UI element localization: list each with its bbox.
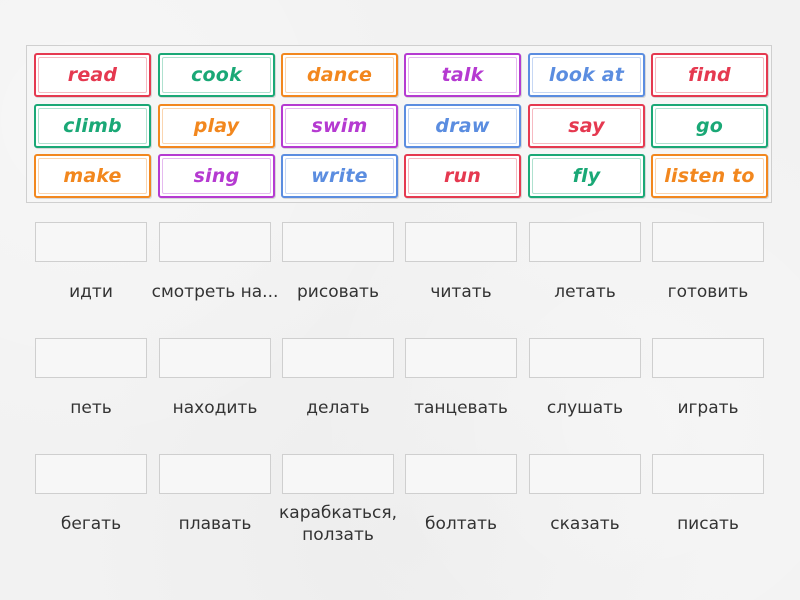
word-tile[interactable]: write [281,154,398,198]
drop-box[interactable] [35,338,147,378]
word-tile-label: draw [435,115,490,137]
drop-box[interactable] [529,454,641,494]
target-label: слушать [546,398,624,418]
word-tile-label: look at [548,64,625,86]
target-label: карабкаться, ползать [279,503,397,545]
word-tile-label: sing [193,165,240,187]
target-label: болтать [425,514,497,534]
target-label: летать [554,282,616,302]
word-tile[interactable]: dance [281,53,398,97]
target-label: писать [677,514,739,534]
word-tile-label: dance [306,64,373,86]
drop-box[interactable] [405,454,517,494]
drop-box[interactable] [282,222,394,262]
word-tile[interactable]: cook [158,53,275,97]
word-tile[interactable]: fly [528,154,645,198]
drop-box[interactable] [652,222,764,262]
word-tile-label: swim [311,115,368,137]
word-tile-label: go [695,115,724,137]
drop-box[interactable] [652,454,764,494]
drop-box[interactable] [529,338,641,378]
target-label: танцевать [414,398,508,418]
drop-box[interactable] [282,454,394,494]
target-label: плавать [178,514,252,534]
word-tile[interactable]: go [651,104,768,148]
word-tile[interactable]: make [34,154,151,198]
word-tile[interactable]: talk [404,53,521,97]
target-label: делать [306,398,370,418]
word-tile-label: make [63,165,122,187]
word-tile[interactable]: say [528,104,645,148]
drop-box[interactable] [652,338,764,378]
word-tile-label: play [193,115,240,137]
word-tile-label: talk [441,64,484,86]
target-label: петь [70,398,112,418]
word-tile[interactable]: read [34,53,151,97]
word-tile[interactable]: draw [404,104,521,148]
target-label: находить [172,398,258,418]
word-tile[interactable]: run [404,154,521,198]
target-label: играть [677,398,739,418]
word-tile[interactable]: listen to [651,154,768,198]
target-label: читать [430,282,492,302]
word-tile-label: read [67,64,118,86]
word-tile[interactable]: look at [528,53,645,97]
target-label: готовить [667,282,749,302]
word-tile-label: find [688,64,731,86]
target-label: бегать [60,514,122,534]
drop-box[interactable] [282,338,394,378]
word-tile[interactable]: swim [281,104,398,148]
drop-box[interactable] [35,454,147,494]
word-tile-label: say [568,115,605,137]
target-label: смотреть на... [151,282,279,302]
drop-box[interactable] [405,222,517,262]
word-tile-label: fly [572,165,601,187]
word-bank: read cook dance talk look at find climb … [26,45,772,203]
drop-box[interactable] [159,222,271,262]
word-tile-label: write [311,165,368,187]
target-label: сказать [550,514,620,534]
word-tile[interactable]: climb [34,104,151,148]
target-label: идти [69,282,113,302]
word-tile-label: climb [63,115,122,137]
word-tile[interactable]: find [651,53,768,97]
drop-box[interactable] [529,222,641,262]
word-tile-label: listen to [664,165,755,187]
drop-box[interactable] [35,222,147,262]
drop-box[interactable] [159,338,271,378]
word-tile-label: run [443,165,482,187]
word-tile[interactable]: sing [158,154,275,198]
drop-box[interactable] [405,338,517,378]
word-tile[interactable]: play [158,104,275,148]
target-label: рисовать [297,282,379,302]
drop-box[interactable] [159,454,271,494]
word-tile-label: cook [191,64,242,86]
